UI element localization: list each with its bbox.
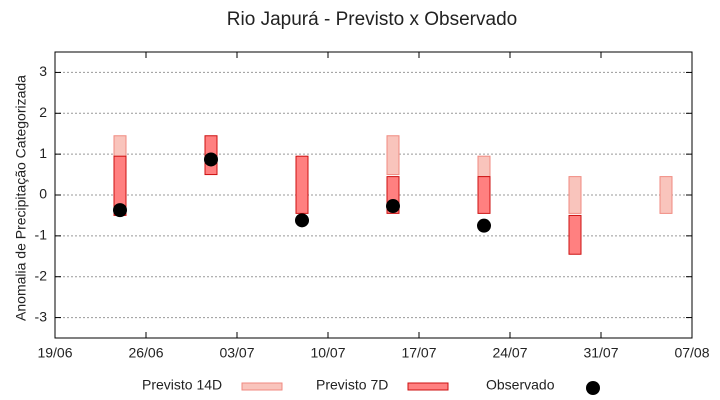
y-axis-label: Anomalia de Precipitação Categorizada [13,75,29,321]
x-tick-label: 26/06 [128,345,163,361]
x-tick-label: 19/06 [37,345,72,361]
y-tick-label: -1 [35,227,48,243]
y-tick-label: -2 [35,267,48,283]
y-tick-label: 0 [39,186,47,202]
range-bar [295,155,309,214]
range-bar [477,155,491,178]
x-tick-label: 17/07 [401,345,436,361]
legend-label: Previsto 14D [142,377,222,393]
range-bar [386,135,400,176]
observed-point [477,218,491,233]
observed-point [386,199,400,214]
observed-point [295,213,309,228]
x-tick-label: 31/07 [583,345,618,361]
chart-title: Rio Japurá - Previsto x Observado [227,9,517,30]
legend-swatch [407,382,449,391]
legend-label: Observado [486,377,555,393]
range-bar [659,176,673,214]
x-tick-label: 03/07 [219,345,254,361]
range-bar [568,176,582,214]
plot-frame [54,51,693,339]
x-tick-label: 24/07 [492,345,527,361]
y-tick-label: 3 [39,63,47,79]
x-tick-label: 07/08 [674,345,709,361]
range-bar [568,214,582,255]
legend-marker [586,381,600,395]
y-tick-label: 1 [39,145,47,161]
y-tick-label: 2 [39,104,47,120]
observed-point [113,203,127,218]
legend-label: Previsto 7D [316,377,388,393]
legend-swatch [241,382,283,391]
y-tick-label: -3 [35,308,48,324]
range-bar [477,176,491,214]
observed-point [204,152,218,167]
x-tick-label: 10/07 [310,345,345,361]
